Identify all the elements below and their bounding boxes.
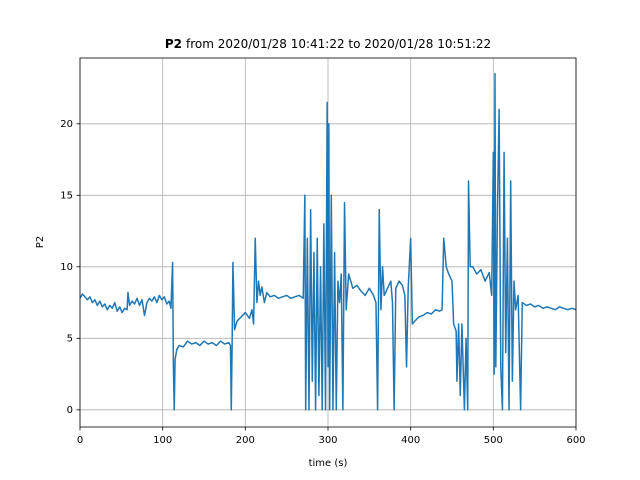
x-axis-label: time (s)	[309, 458, 348, 469]
y-tick-label: 10	[60, 262, 73, 273]
x-tick-label: 300	[318, 435, 337, 446]
y-tick-label: 15	[60, 190, 73, 201]
y-tick-label: 20	[60, 119, 73, 130]
y-tick-label: 5	[67, 333, 73, 344]
y-tick-label: 0	[67, 405, 73, 416]
data-line	[80, 72, 576, 411]
x-tick-label: 500	[484, 435, 503, 446]
y-axis-label: P2	[35, 236, 46, 248]
chart-title: P2 from 2020/01/28 10:41:22 to 2020/01/28…	[165, 37, 491, 51]
x-tick-label: 0	[77, 435, 83, 446]
x-tick-label: 600	[566, 435, 585, 446]
title-rest: from 2020/01/28 10:41:22 to 2020/01/28 1…	[186, 37, 491, 51]
x-tick-label: 400	[401, 435, 420, 446]
x-tick-label: 100	[153, 435, 172, 446]
title-bold: P2	[165, 37, 182, 51]
plot-frame	[79, 57, 577, 428]
x-tick-label: 200	[236, 435, 255, 446]
